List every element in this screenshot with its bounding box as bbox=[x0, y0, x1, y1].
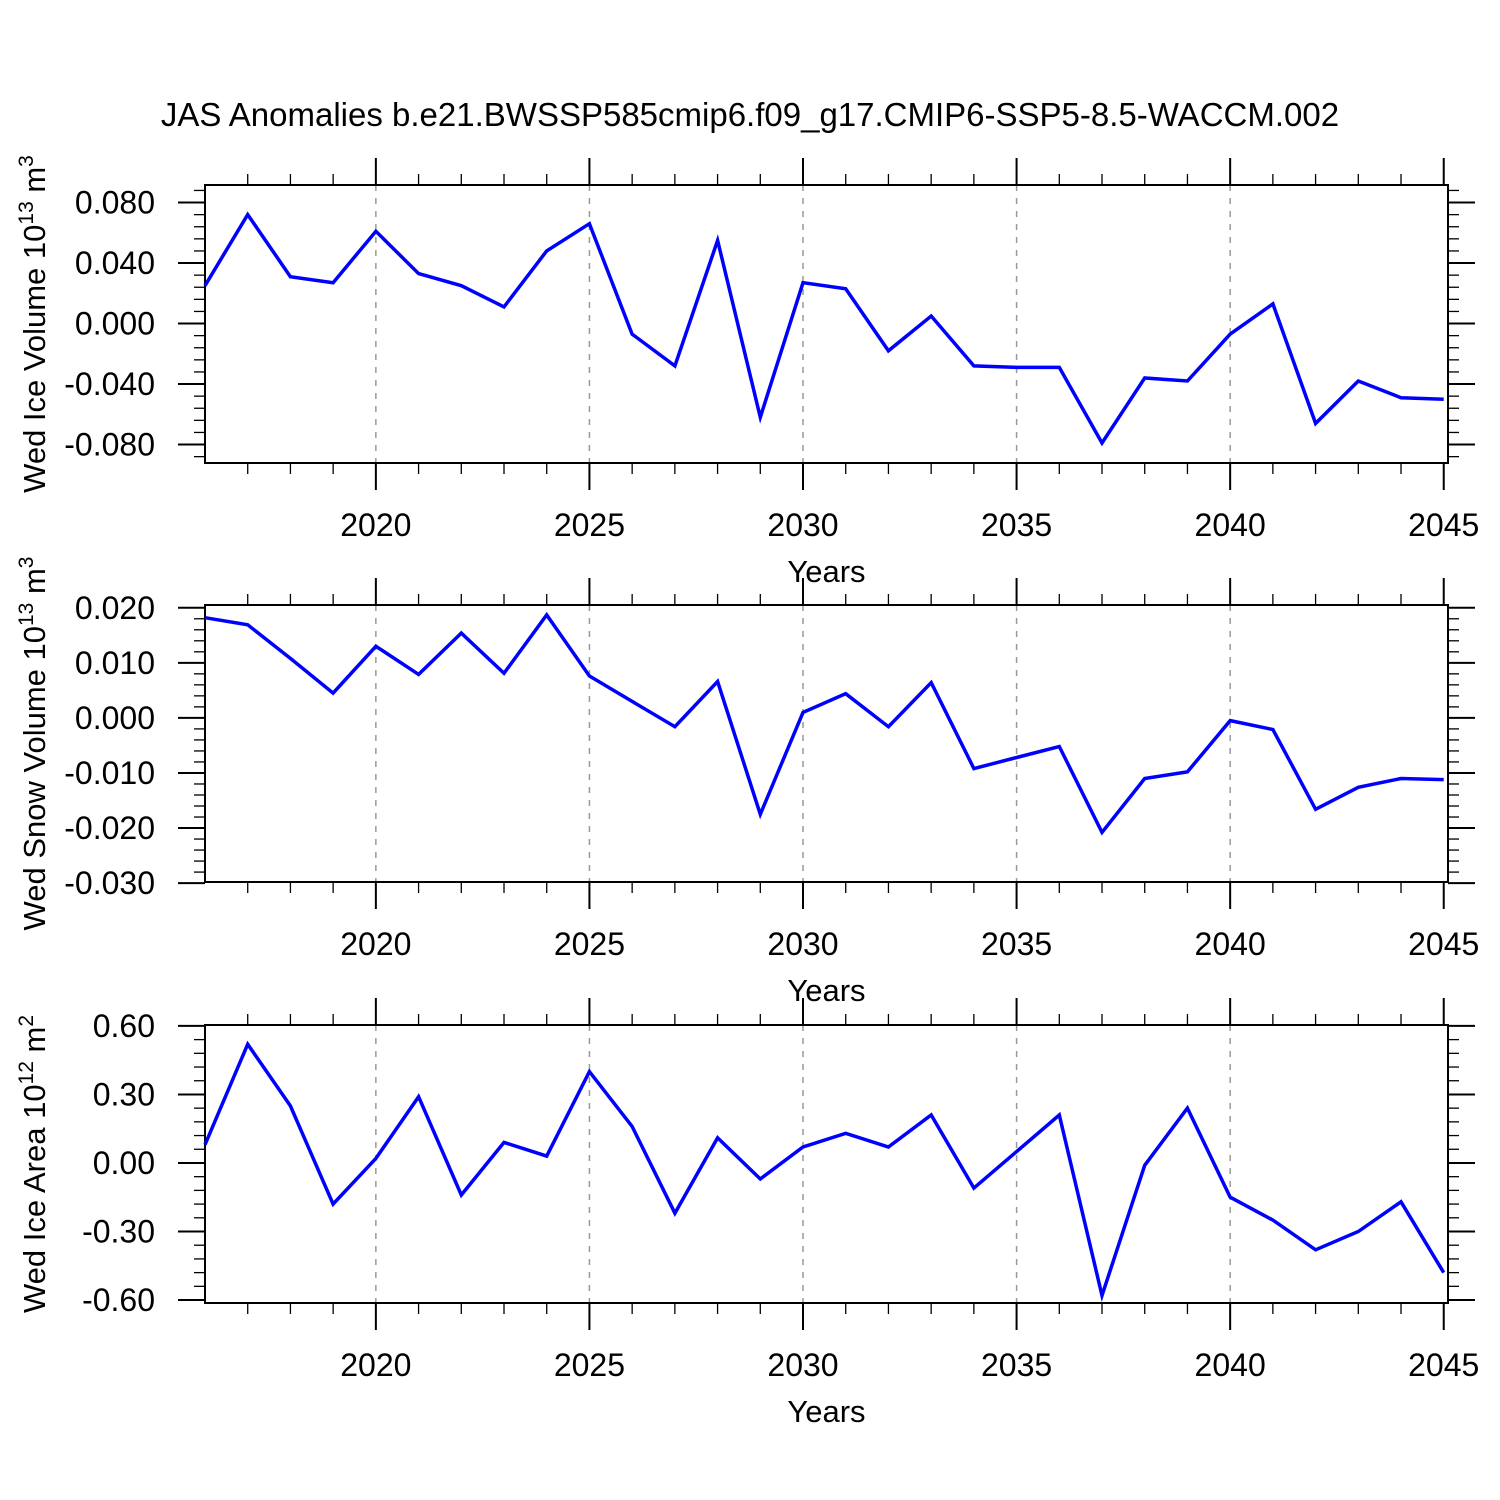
y-tick-label: -0.60 bbox=[82, 1282, 155, 1318]
x-tick-label: 2030 bbox=[767, 1347, 838, 1383]
x-tick-label: 2045 bbox=[1408, 507, 1479, 543]
y-axis-title: Wed Ice Volume 1013 m3 bbox=[15, 155, 52, 493]
chart-title: JAS Anomalies b.e21.BWSSP585cmip6.f09_g1… bbox=[160, 96, 1340, 133]
y-tick-label: 0.000 bbox=[75, 700, 155, 736]
plot-frame bbox=[204, 604, 1449, 883]
y-tick-label: -0.040 bbox=[64, 366, 155, 402]
x-tick-labels: 2020 2025 2030 2035 2040 2045 bbox=[340, 1347, 1479, 1383]
x-tick-label: 2040 bbox=[1195, 507, 1266, 543]
x-tick-label: 2040 bbox=[1195, 1347, 1266, 1383]
x-tick-label: 2020 bbox=[340, 926, 411, 962]
y-tick-label: -0.30 bbox=[82, 1214, 155, 1250]
x-tick-label: 2035 bbox=[981, 1347, 1052, 1383]
x-tick-label: 2040 bbox=[1195, 926, 1266, 962]
x-tick-label: 2020 bbox=[340, 507, 411, 543]
axis-ticks bbox=[178, 998, 1475, 1330]
y-tick-labels: 0.020 0.010 0.000 -0.010 -0.020 -0.030 bbox=[64, 590, 155, 901]
x-tick-label: 2025 bbox=[554, 1347, 625, 1383]
wed-snow-volume-line bbox=[204, 611, 1444, 836]
y-axis-title: Wed Snow Volume 1013 m3 bbox=[15, 557, 52, 931]
y-tick-labels: 0.60 0.30 0.00 -0.30 -0.60 bbox=[82, 1008, 155, 1318]
x-tick-label: 2045 bbox=[1408, 1347, 1479, 1383]
plot-frame bbox=[204, 1024, 1449, 1304]
y-tick-label: 0.30 bbox=[93, 1076, 155, 1112]
x-tick-label: 2035 bbox=[981, 926, 1052, 962]
y-axis-title: Wed Ice Area 1012 m2 bbox=[15, 1015, 52, 1313]
x-axis-title: Years bbox=[787, 554, 865, 589]
gridlines bbox=[375, 605, 1231, 882]
y-tick-label: 0.00 bbox=[93, 1145, 155, 1181]
x-tick-label: 2020 bbox=[340, 1347, 411, 1383]
y-tick-label: 0.040 bbox=[75, 245, 155, 281]
y-tick-label: 0.60 bbox=[93, 1008, 155, 1044]
x-tick-label: 2035 bbox=[981, 507, 1052, 543]
y-tick-label: 0.010 bbox=[75, 645, 155, 681]
x-tick-label: 2030 bbox=[767, 507, 838, 543]
y-tick-label: 0.020 bbox=[75, 590, 155, 626]
y-tick-label: 0.000 bbox=[75, 306, 155, 342]
y-tick-label: -0.020 bbox=[64, 810, 155, 846]
x-tick-labels: 2020 2025 2030 2035 2040 2045 bbox=[340, 926, 1479, 962]
y-tick-label: -0.010 bbox=[64, 755, 155, 791]
y-tick-label: -0.030 bbox=[64, 865, 155, 901]
gridlines bbox=[375, 1025, 1231, 1303]
x-tick-label: 2045 bbox=[1408, 926, 1479, 962]
wed-ice-volume-line bbox=[203, 211, 1444, 447]
y-tick-label: 0.080 bbox=[75, 185, 155, 221]
y-tick-labels: 0.080 0.040 0.000 -0.040 -0.080 bbox=[64, 185, 155, 463]
x-tick-labels: 2020 2025 2030 2035 2040 2045 bbox=[340, 507, 1479, 543]
x-tick-label: 2030 bbox=[767, 926, 838, 962]
wed-ice-area-line bbox=[203, 1040, 1446, 1302]
y-tick-label: -0.080 bbox=[64, 427, 155, 463]
plot-frame bbox=[204, 184, 1449, 464]
x-axis-title: Years bbox=[787, 973, 865, 1008]
gridlines bbox=[375, 185, 1231, 463]
x-tick-label: 2025 bbox=[554, 926, 625, 962]
axis-ticks bbox=[178, 578, 1475, 909]
x-axis-title: Years bbox=[787, 1394, 865, 1429]
axis-ticks bbox=[178, 158, 1475, 490]
x-tick-label: 2025 bbox=[554, 507, 625, 543]
